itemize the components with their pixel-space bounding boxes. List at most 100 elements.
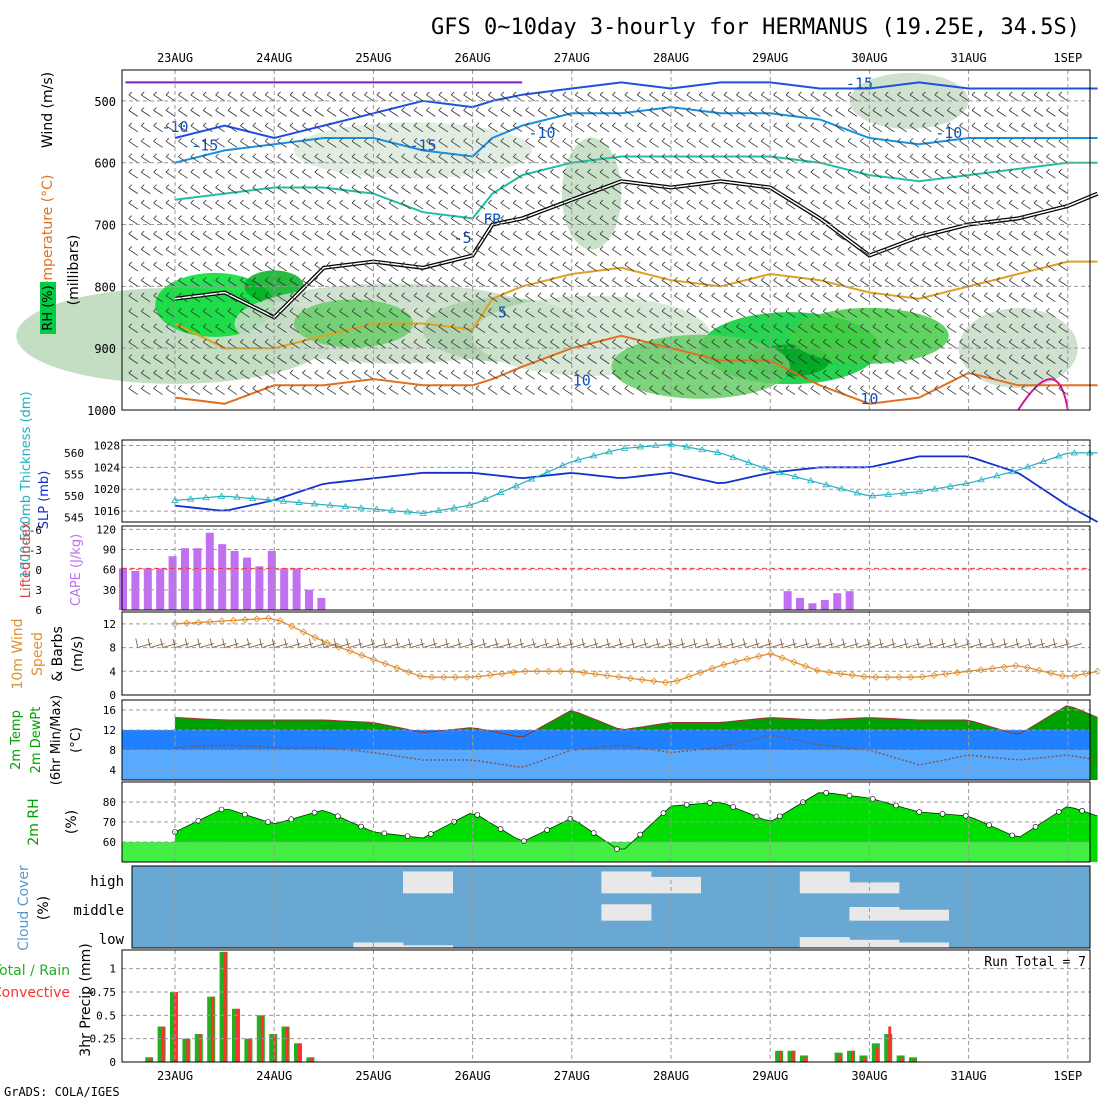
upper-wind-barb — [959, 354, 969, 364]
upper-wind-barb — [587, 369, 597, 380]
upper-wind-barb — [1021, 354, 1031, 364]
upper-wind-barb — [215, 385, 225, 395]
upper-wind-barb — [996, 230, 1007, 241]
upper-wind-barb — [661, 292, 672, 303]
bottom-date-label-2: 25AUG — [355, 1069, 391, 1083]
upper-wind-barb — [475, 323, 486, 334]
upper-wind-barb — [537, 230, 548, 241]
upper-wind-barb — [438, 107, 449, 117]
upper-wind-barb — [252, 246, 263, 256]
upper-wind-barb — [438, 292, 449, 303]
slp-line — [174, 455, 1099, 523]
upper-wind-barb — [463, 292, 473, 303]
upper-wind-barb — [488, 323, 498, 334]
thickness-point — [605, 448, 613, 455]
rh2m-ytick-0: 60 — [103, 836, 116, 849]
upper-wind-barb — [302, 199, 312, 210]
upper-wind-barb — [302, 215, 312, 225]
thickness-point — [574, 456, 582, 463]
upper-wind-barb — [475, 122, 486, 133]
upper-wind-barb — [1033, 168, 1044, 179]
cape-bar-6 — [193, 548, 202, 610]
upper-wind-barb — [463, 323, 473, 334]
upper-wind-barb — [996, 307, 1007, 318]
upper-wind-barb — [512, 199, 523, 210]
upper-wind-barb — [550, 323, 560, 334]
upper-wind-barb — [376, 277, 387, 287]
rh-point — [381, 830, 388, 837]
upper-wind-barb — [674, 307, 684, 318]
wind-speed-point — [1035, 666, 1043, 674]
upper-wind-barb — [922, 246, 932, 256]
upper-wind-barb — [314, 323, 325, 334]
upper-wind-barb — [587, 323, 597, 334]
thickness-point — [248, 494, 257, 501]
upper-wind-barb — [153, 369, 163, 380]
upper-wind-barb — [946, 215, 957, 225]
upper-wind-barb — [264, 199, 275, 210]
upper-wind-barb — [401, 107, 411, 117]
upper-wind-barb — [277, 215, 287, 225]
thickness-point — [419, 509, 427, 516]
upper-wind-barb — [488, 153, 498, 164]
upper-wind-barb — [413, 246, 424, 256]
upper-wind-barb — [698, 215, 709, 225]
upper-wind-barb — [835, 215, 845, 225]
upper-wind-barb — [426, 369, 436, 380]
upper-wind-barb — [984, 91, 994, 102]
upper-wind-barb — [785, 246, 796, 256]
upper-wind-barb — [351, 338, 362, 349]
upper-wind-barb — [822, 354, 833, 364]
upper-wind-barb — [723, 354, 734, 364]
upper-wind-barb — [599, 230, 610, 241]
upper-wind-barb — [1046, 354, 1056, 364]
upper-wind-barb — [959, 323, 969, 334]
upper-wind-barb — [463, 215, 473, 225]
cloud-row-label-low: low — [99, 932, 125, 948]
upper-wind-barb — [140, 246, 151, 256]
upper-wind-barb — [748, 354, 759, 364]
upper-wind-barb — [525, 184, 535, 194]
upper-wind-barb — [847, 385, 858, 395]
upper-wind-barb — [240, 107, 250, 117]
upper-wind-barb — [612, 385, 622, 395]
upper-wind-barb — [984, 292, 994, 303]
upper-wind-barb — [934, 122, 945, 133]
upper-wind-barb — [178, 369, 188, 380]
rh2m-ytick-2: 80 — [103, 796, 116, 809]
thickness-point — [465, 501, 474, 508]
upper-wind-barb — [1058, 292, 1069, 303]
upper-wind-barb — [240, 338, 250, 349]
upper-wind-barb — [971, 199, 982, 210]
upper-wind-barb — [128, 137, 139, 148]
bottom-date-label-9: 1SEP — [1053, 1069, 1082, 1083]
top-date-label-0: 23AUG — [157, 51, 193, 65]
upper-wind-barb — [661, 307, 672, 318]
upper-wind-barb — [612, 199, 622, 210]
upper-wind-barb — [959, 153, 969, 164]
upper-wind-barb — [934, 137, 945, 148]
upper-wind-barb — [624, 199, 635, 210]
upper-wind-barb — [922, 122, 932, 133]
upper-wind-barb — [140, 323, 151, 334]
thickness-ytick-0: 545 — [64, 512, 84, 525]
upper-wind-barb — [922, 338, 932, 349]
upper-wind-barb — [550, 122, 560, 133]
upper-wind-barb — [909, 369, 920, 380]
upper-wind-barb — [463, 307, 473, 318]
upper-wind-barb — [450, 91, 461, 102]
upper-wind-barb — [723, 261, 734, 272]
rh-point — [241, 811, 248, 818]
upper-wind-barb — [314, 168, 325, 179]
upper-wind-barb — [252, 184, 263, 194]
upper-wind-barb — [190, 354, 201, 364]
upper-wind-barb — [289, 354, 300, 364]
thickness-point — [775, 468, 784, 476]
upper-wind-barb — [897, 91, 907, 102]
upper-wind-barb — [426, 91, 436, 102]
upper-wind-barb — [302, 246, 312, 256]
upper-wind-barb — [128, 338, 139, 349]
upper-wind-barb — [215, 230, 225, 241]
upper-wind-barb — [686, 107, 697, 117]
thickness-point — [326, 501, 334, 508]
